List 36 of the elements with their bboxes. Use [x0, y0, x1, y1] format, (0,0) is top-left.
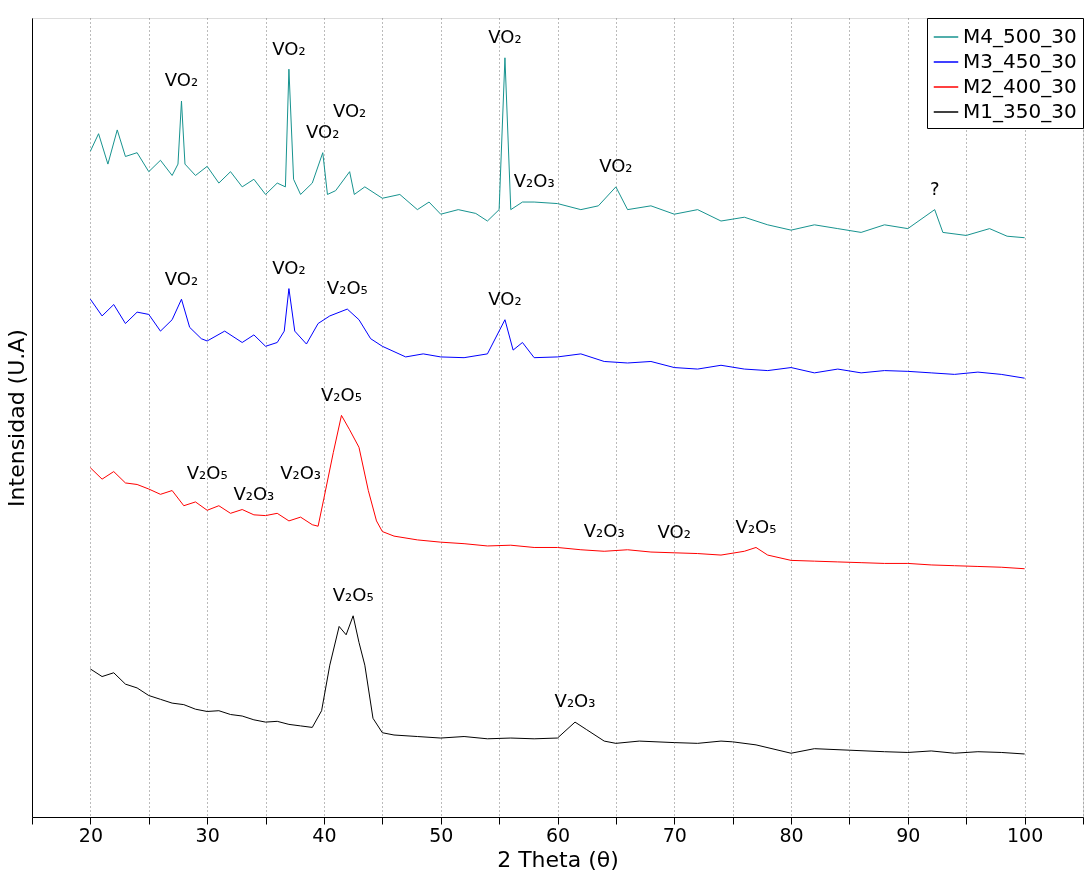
x-tick-label: 100: [1006, 823, 1044, 846]
x-tick-label: 50: [429, 823, 454, 846]
legend-label: M3_450_30: [963, 49, 1077, 73]
x-tick-label: 70: [662, 823, 687, 846]
annotation: V₂O₅: [326, 277, 368, 299]
annotation: V₂O₃: [583, 519, 625, 541]
annotation: VO₂: [657, 521, 691, 543]
annotation: VO₂: [272, 256, 306, 278]
annotation: V₂O₅: [186, 461, 228, 483]
annotation: V₂O₃: [554, 690, 596, 712]
annotation: VO₂: [488, 288, 522, 310]
annotation: VO₂: [306, 121, 340, 143]
annotation: VO₂: [332, 99, 367, 121]
annotation: V₂O₅: [735, 515, 777, 537]
x-axis-title: 2 Theta (θ): [497, 846, 619, 872]
x-tick-label: 60: [545, 823, 571, 846]
annotation: VO₂: [272, 37, 306, 59]
annotation: VO₂: [599, 155, 633, 177]
annotation: VO₂: [164, 267, 199, 289]
annotation: VO₂: [164, 69, 199, 91]
annotation: V₂O₅: [321, 383, 362, 405]
x-tick-label: 90: [896, 823, 921, 846]
legend-label: M4_500_30: [963, 24, 1077, 48]
annotation: VO₂: [488, 26, 522, 48]
legend-label: M1_350_30: [963, 99, 1077, 123]
x-tick-label: 40: [312, 823, 337, 846]
annotation: V₂O₃: [233, 483, 275, 505]
annotation: V₂O₃: [513, 170, 555, 192]
legend-label: M2_400_30: [963, 74, 1077, 98]
x-tick-label: 30: [195, 823, 220, 846]
x-tick-label: 80: [779, 823, 804, 846]
annotation: V₂O₅: [332, 584, 374, 606]
annotation: ?: [929, 178, 940, 200]
x-tick-label: 20: [78, 823, 103, 846]
annotation: V₂O₃: [280, 461, 322, 483]
y-axis-title: Intensidad (U.A): [3, 329, 29, 507]
